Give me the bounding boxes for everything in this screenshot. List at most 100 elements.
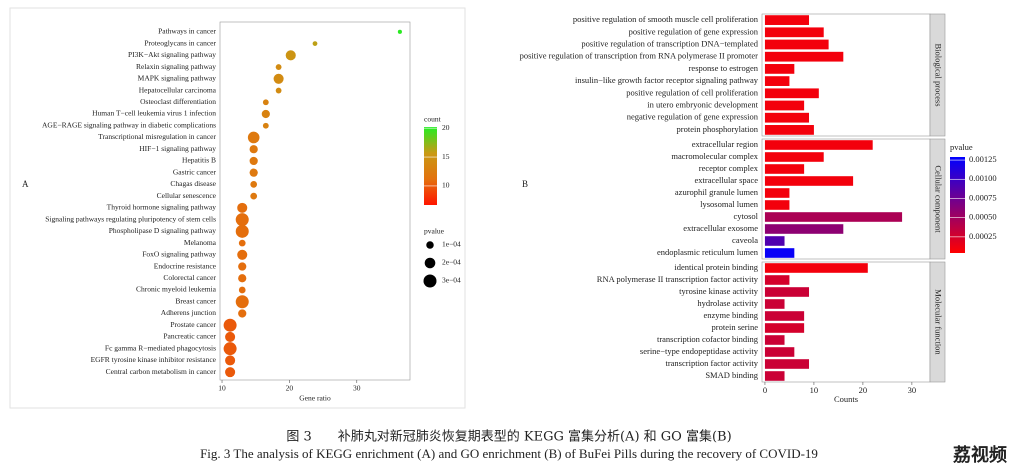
y-tick-label: Central carbon metabolism in cancer xyxy=(106,367,217,376)
y-tick-label: lysosomal lumen xyxy=(700,199,759,209)
dot xyxy=(312,41,318,46)
y-tick-label: Gastric cancer xyxy=(173,167,217,176)
bar xyxy=(764,275,790,285)
facet-label: Molecular function xyxy=(934,289,944,355)
y-tick-label: extracellular region xyxy=(692,139,759,149)
bar xyxy=(764,100,805,111)
y-tick-label: EGFR tyrosine kinase inhibitor resistanc… xyxy=(91,355,217,364)
y-tick-label: transcription factor activity xyxy=(665,358,758,368)
y-tick-label: AGE−RAGE signaling pathway in diabetic c… xyxy=(42,120,216,129)
colorbar-label: 0.00025 xyxy=(969,231,997,241)
bar xyxy=(764,359,810,369)
colorbar-label: 20 xyxy=(442,123,450,132)
y-tick-label: positive regulation of cell proliferatio… xyxy=(626,87,758,97)
dot xyxy=(250,181,258,188)
caption-zh: 图 3 补肺丸对新冠肺炎恢复期表型的 KEGG 富集分析(A) 和 GO 富集(… xyxy=(286,429,731,445)
bar xyxy=(764,125,814,135)
y-tick-label: Melanoma xyxy=(184,238,217,247)
y-tick-label: cytosol xyxy=(733,211,758,221)
dot xyxy=(249,156,258,166)
bar xyxy=(764,64,795,74)
dot xyxy=(223,318,237,332)
y-tick-label: enzyme binding xyxy=(703,310,758,320)
dot xyxy=(225,367,236,378)
size-key xyxy=(424,257,436,269)
bar xyxy=(764,323,805,333)
go-chart: B Biological process positive regulation o… xyxy=(520,13,997,404)
y-tick-label: Chagas disease xyxy=(170,179,216,188)
bar xyxy=(764,347,795,357)
dot xyxy=(285,50,296,61)
y-tick-label: endoplasmic reticulum lumen xyxy=(657,247,759,257)
bar xyxy=(764,224,844,234)
y-tick-label: positive regulation of transcription fro… xyxy=(520,51,759,61)
bar xyxy=(764,287,810,297)
size-label: 3e−04 xyxy=(442,276,461,285)
y-tick-label: SMAD binding xyxy=(705,370,758,380)
y-tick-label: insulin−like growth factor receptor sign… xyxy=(575,75,759,85)
y-tick-label: Chronic myeloid leukemia xyxy=(136,285,217,294)
y-tick-label: Adherens junction xyxy=(161,308,216,317)
colorbar-label: 0.00100 xyxy=(969,173,997,183)
bar xyxy=(764,112,810,123)
y-tick-label: macromolecular complex xyxy=(671,151,758,161)
bar xyxy=(764,51,844,62)
dot xyxy=(238,286,246,294)
legend-title: pvalue xyxy=(424,227,445,236)
facet-strip xyxy=(929,13,946,137)
y-tick-label: Hepatocellular carcinoma xyxy=(139,85,217,94)
size-key xyxy=(426,241,434,249)
kegg-chart: A 10 20 30 Gene ratio Pathways in cancer Prote… xyxy=(22,21,461,403)
x-tick-label: 30 xyxy=(353,384,361,393)
dot xyxy=(223,342,237,356)
x-tick-label: 20 xyxy=(859,385,868,395)
size-label: 1e−04 xyxy=(442,240,461,249)
y-tick-label: positive regulation of smooth muscle cel… xyxy=(573,14,759,24)
y-tick-label: Fc gamma R−mediated phagocytosis xyxy=(105,343,216,352)
y-tick-label: positive regulation of gene expression xyxy=(629,26,759,36)
dot xyxy=(261,109,270,119)
y-tick-label: Relaxin signaling pathway xyxy=(136,62,216,71)
y-tick-label: Cellular senescence xyxy=(157,191,217,200)
facet-strip xyxy=(929,138,946,260)
bar xyxy=(764,299,785,309)
colorbar-label: 15 xyxy=(442,152,450,161)
y-tick-label: Pathways in cancer xyxy=(158,27,216,36)
y-tick-label: Pancreatic cancer xyxy=(163,332,216,341)
bar xyxy=(764,15,810,25)
y-tick-label: Human T−cell leukemia virus 1 infection xyxy=(92,109,216,118)
dot xyxy=(237,249,248,260)
dot xyxy=(235,295,249,309)
y-tick-label: azurophil granule lumen xyxy=(675,187,759,197)
y-tick-label: protein serine xyxy=(712,322,759,332)
dot xyxy=(249,145,258,154)
bar xyxy=(764,311,805,321)
dot xyxy=(275,87,282,94)
x-tick-label: 30 xyxy=(908,385,917,395)
size-label: 2e−04 xyxy=(442,258,461,267)
dot xyxy=(238,262,247,271)
bar xyxy=(764,248,795,258)
bar xyxy=(764,212,903,222)
bar xyxy=(764,39,829,50)
y-tick-label: serine−type endopeptidase activity xyxy=(640,346,759,356)
dot xyxy=(262,99,269,106)
y-tick-label: Proteoglycans in cancer xyxy=(144,38,216,47)
bar xyxy=(764,76,790,86)
y-tick-label: Hepatitis B xyxy=(182,156,216,165)
bar xyxy=(764,176,854,186)
y-tick-label: hydrolase activity xyxy=(697,298,758,308)
size-key xyxy=(423,274,437,288)
bar xyxy=(764,200,790,210)
y-tick-label: extracellular exosome xyxy=(683,223,758,233)
bar xyxy=(764,335,785,345)
y-tick-label: tyrosine kinase activity xyxy=(679,286,759,296)
dot xyxy=(250,192,258,200)
dot xyxy=(225,331,236,342)
bar xyxy=(764,371,785,381)
bar xyxy=(764,152,824,162)
y-tick-label: Breast cancer xyxy=(175,296,216,305)
colorbar xyxy=(424,127,437,205)
plot-panel xyxy=(219,21,411,381)
